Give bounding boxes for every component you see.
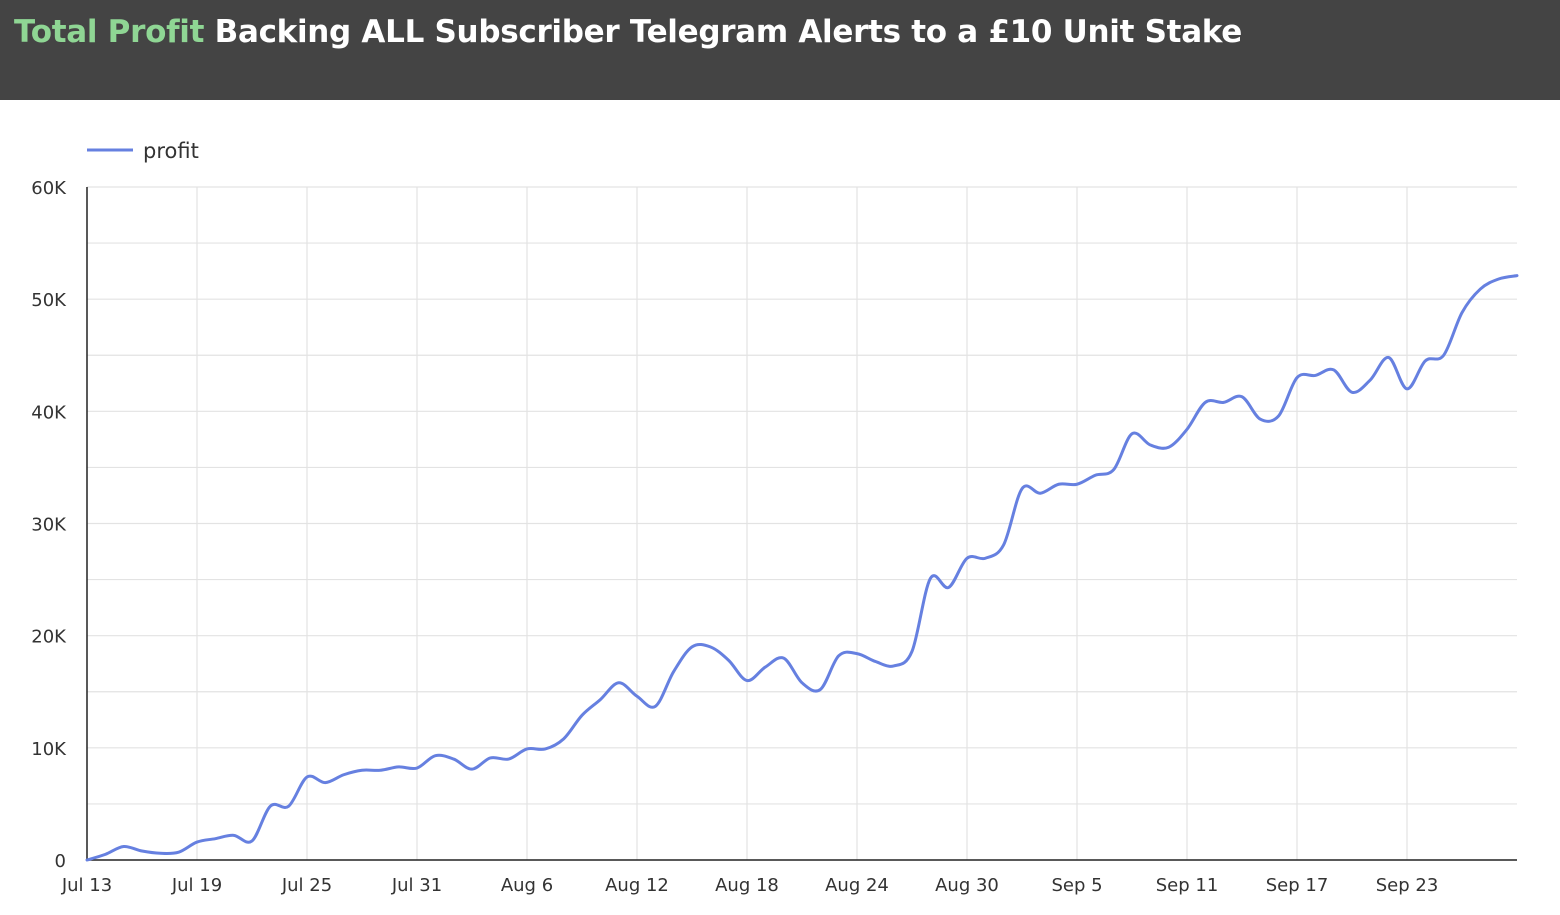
x-tick-label: Aug 12 [605,875,669,896]
x-axis: Jul 13 Jul 19 Jul 25 Jul 31 Aug 6 Aug 12 Aug 1… [61,859,1517,896]
x-tick-label: Aug 6 [501,875,553,896]
x-tick-label: Sep 23 [1376,875,1439,896]
legend-label: profit [143,139,199,163]
title-bar: Total Profit Backing ALL Subscriber Tele… [0,0,1560,100]
series-line-profit [85,274,1519,862]
y-tick-label: 30K [31,515,67,536]
x-tick-label: Jul 25 [281,875,332,896]
x-tick-label: Sep 11 [1156,875,1219,896]
chart-title-rest: Backing ALL Subscriber Telegram Alerts t… [204,14,1243,50]
chart-title-accent: Total Profit [14,14,205,50]
x-tick-label: Sep 17 [1266,875,1329,896]
y-tick-label: 50K [31,290,67,311]
y-tick-label: 20K [31,627,67,648]
chart-title: Total Profit Backing ALL Subscriber Tele… [14,14,1242,50]
y-tick-label: 60K [31,178,67,199]
x-tick-label: Aug 24 [825,875,889,896]
x-tick-label: Aug 30 [935,875,999,896]
x-tick-label: Aug 18 [715,875,779,896]
gridlines [87,186,1517,860]
x-tick-label: Jul 31 [391,875,442,896]
legend: profit [87,139,199,163]
y-tick-label: 10K [31,739,67,760]
x-tick-label: Jul 19 [171,875,222,896]
y-tick-label: 40K [31,402,67,423]
series-layer [85,274,1519,862]
x-tick-label: Jul 13 [61,875,112,896]
y-axis: 0 10K 20K 30K 40K 50K 60K [31,178,88,872]
x-tick-label: Sep 5 [1051,875,1102,896]
y-tick-label: 0 [55,851,66,872]
